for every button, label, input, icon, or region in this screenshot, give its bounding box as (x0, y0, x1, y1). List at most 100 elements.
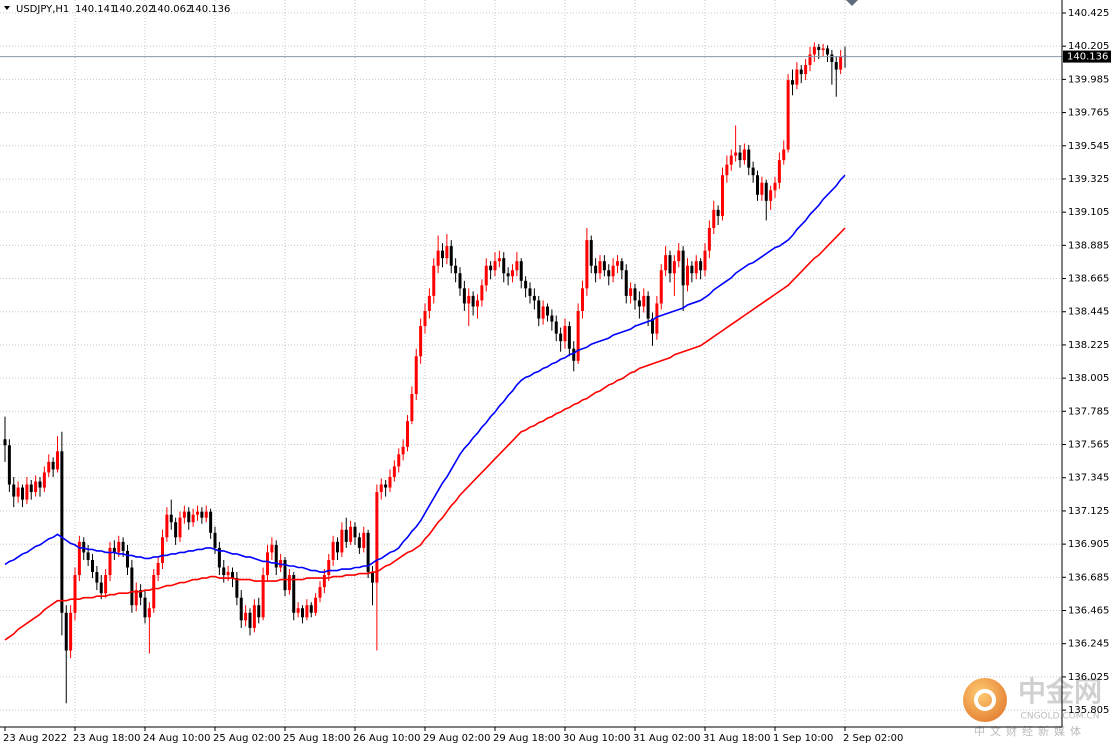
candle-body (353, 526, 357, 538)
candle-body (305, 605, 309, 618)
moving-average (4, 227, 846, 641)
candle-body (397, 454, 401, 467)
candle-body (664, 255, 668, 271)
candle-body (204, 511, 208, 518)
candle-body (287, 575, 291, 591)
candle-body (677, 250, 681, 262)
current-price-box (1063, 50, 1111, 63)
candle-body (130, 567, 134, 606)
ohlc-low: 140.062 (151, 4, 192, 15)
ohlc-open: 140.141 (75, 4, 116, 15)
candle-body (99, 582, 103, 594)
candle-body (388, 476, 392, 488)
candle-body (624, 270, 628, 296)
candle-body (484, 265, 488, 286)
candle-body (441, 250, 444, 259)
candle-body (751, 167, 755, 176)
y-tick-label: 136.905 (1068, 539, 1109, 550)
candle-body (51, 461, 55, 470)
candle-body (471, 295, 475, 307)
candle-body (95, 572, 99, 583)
candle-body (467, 295, 471, 304)
shift-marker[interactable] (846, 0, 858, 6)
candle-body (589, 240, 593, 266)
candle-body (60, 451, 64, 613)
candle-body (121, 541, 125, 551)
candle-body (143, 597, 147, 618)
candle-body (174, 522, 178, 538)
y-tick-label: 137.785 (1068, 406, 1109, 417)
candle-body (742, 149, 746, 161)
candle-body (419, 326, 423, 357)
candle-body (458, 273, 462, 289)
candle-body (795, 69, 799, 85)
candle-body (462, 288, 466, 304)
moving-average (4, 174, 846, 573)
candle-body (581, 288, 584, 311)
candle-body (747, 149, 751, 168)
candle-body (629, 288, 633, 296)
candle-body (716, 209, 720, 216)
candle-body (257, 605, 261, 618)
candle-body (611, 265, 615, 277)
candle-body (64, 612, 68, 651)
y-tick-label: 139.545 (1068, 141, 1109, 152)
candle-body (261, 575, 265, 618)
candle-body (252, 605, 256, 628)
candle-body (147, 608, 151, 618)
candle-body (270, 544, 274, 553)
candle-body (738, 152, 742, 161)
candle-body (786, 80, 790, 150)
candle-body (357, 537, 361, 548)
menu-icon[interactable] (4, 6, 10, 10)
candle-body (782, 149, 786, 161)
candle-body (366, 532, 370, 573)
candle-body (314, 597, 318, 613)
candle-body (266, 552, 269, 576)
y-tick-label: 136.465 (1068, 606, 1109, 617)
candle-body (292, 575, 296, 613)
candle-body (161, 537, 164, 563)
y-tick-label: 137.565 (1068, 440, 1109, 451)
candle-body (410, 393, 414, 422)
candle-body (541, 306, 545, 319)
candle-body (213, 532, 217, 548)
y-tick-label: 139.105 (1068, 207, 1109, 218)
candle-body (344, 529, 348, 542)
y-tick-label: 139.325 (1068, 174, 1109, 185)
candle-body (156, 562, 160, 576)
candle-body (616, 261, 619, 266)
candle-body (165, 514, 169, 538)
candle-body (449, 246, 453, 266)
candle-body (239, 597, 243, 621)
y-tick-label: 140.425 (1068, 8, 1109, 19)
candle-body (375, 492, 379, 583)
candle-body (42, 472, 46, 488)
candle-body (729, 155, 733, 165)
candle-body (694, 261, 698, 274)
candle-body (196, 511, 199, 515)
candle-body (699, 261, 703, 271)
candle-body (322, 575, 326, 588)
y-tick-label: 138.885 (1068, 240, 1109, 251)
x-tick-label: 26 Aug 10:00 (353, 733, 420, 744)
candle-body (392, 466, 396, 477)
candle-body (318, 587, 322, 598)
candle-body (296, 608, 300, 613)
candle-body (134, 590, 138, 606)
candle-body (642, 295, 646, 307)
x-tick-label: 30 Aug 10:00 (563, 733, 630, 744)
y-tick-label: 139.985 (1068, 74, 1109, 85)
candle-body (808, 54, 812, 66)
candle-body (655, 303, 659, 334)
candle-body (3, 439, 7, 446)
candle-body (327, 559, 331, 576)
chart-title: USDJPY,H1 (16, 4, 69, 15)
ohlc-high: 140.202 (113, 4, 154, 15)
candle-body (812, 46, 816, 55)
candle-body (178, 517, 182, 538)
candle-body (493, 261, 497, 271)
candle-body (427, 295, 431, 311)
candle-body (126, 550, 129, 568)
candle-body (546, 306, 549, 316)
